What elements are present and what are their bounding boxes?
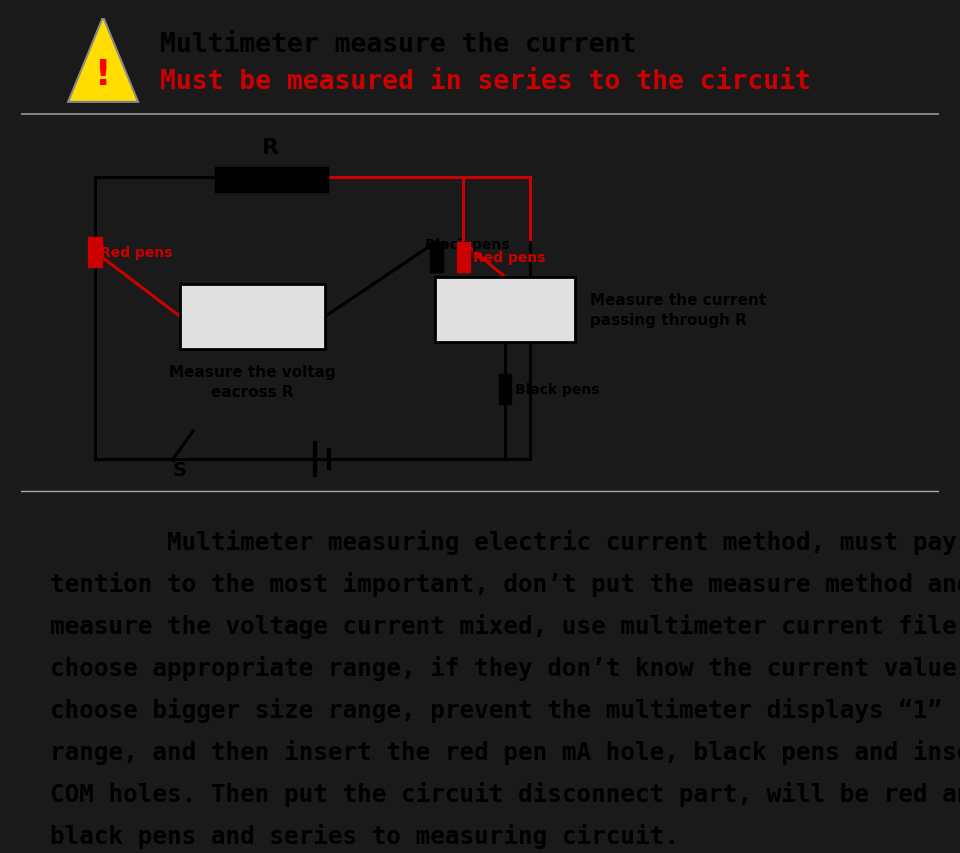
Text: !: !: [95, 58, 111, 92]
Bar: [457, 242, 470, 273]
Polygon shape: [68, 18, 138, 102]
Text: +        −: + −: [470, 291, 540, 309]
Text: +        −: + −: [218, 298, 287, 316]
Text: Black pens: Black pens: [515, 382, 599, 397]
Bar: [88, 238, 102, 268]
Bar: [435, 277, 575, 343]
Text: Red pens: Red pens: [100, 246, 173, 259]
Text: eacross R: eacross R: [211, 385, 294, 399]
Text: tention to the most important, don’t put the measure method and: tention to the most important, don’t put…: [50, 572, 960, 596]
Bar: [499, 374, 511, 404]
Text: Multimeter: Multimeter: [468, 313, 542, 327]
Text: range, and then insert the red pen mA hole, black pens and insert: range, and then insert the red pen mA ho…: [50, 740, 960, 764]
Text: COM holes. Then put the circuit disconnect part, will be red and: COM holes. Then put the circuit disconne…: [50, 781, 960, 806]
Text: Black pens: Black pens: [425, 238, 510, 252]
Text: measure the voltage current mixed, use multimeter current file,: measure the voltage current mixed, use m…: [50, 613, 960, 638]
Bar: [215, 168, 328, 193]
Text: choose appropriate range, if they don’t know the current value can: choose appropriate range, if they don’t …: [50, 655, 960, 681]
Text: Multimeter: Multimeter: [215, 320, 291, 334]
Text: Red pens: Red pens: [473, 251, 545, 264]
Bar: [430, 242, 443, 273]
Text: Must be measured in series to the circuit: Must be measured in series to the circui…: [160, 69, 811, 95]
Text: passing through R: passing through R: [590, 312, 747, 328]
Text: Multimeter measure the current: Multimeter measure the current: [160, 32, 636, 58]
Text: black pens and series to measuring circuit.: black pens and series to measuring circu…: [50, 823, 679, 848]
Text: choose bigger size range, prevent the multimeter displays “1”: choose bigger size range, prevent the mu…: [50, 697, 942, 722]
Text: R: R: [261, 137, 278, 158]
Bar: [180, 285, 325, 350]
Text: Multimeter measuring electric current method, must pay at–: Multimeter measuring electric current me…: [50, 530, 960, 554]
Text: Measure the voltag: Measure the voltag: [169, 364, 336, 380]
Text: Measure the current: Measure the current: [590, 293, 766, 308]
Text: S: S: [173, 461, 187, 479]
